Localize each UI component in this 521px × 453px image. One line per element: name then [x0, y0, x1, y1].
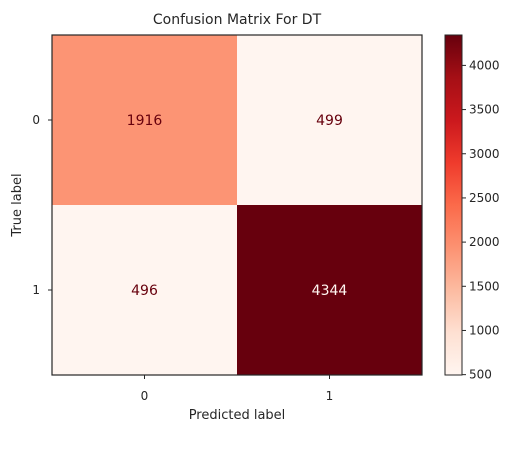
colorbar-tick-label: 3000: [469, 147, 500, 161]
cell-value-label: 4344: [312, 283, 348, 299]
matrix-cell: [237, 35, 422, 205]
y-axis-label: True label: [10, 173, 25, 237]
colorbar-tick-label: 1000: [469, 323, 500, 337]
plot-frame: [51, 34, 423, 376]
y-tick-label: 1: [32, 283, 40, 297]
y-tick-label: 0: [32, 113, 40, 127]
x-tick-label: 0: [141, 389, 149, 403]
cell-value-label: 499: [316, 113, 343, 129]
x-axis-label: Predicted label: [189, 408, 286, 423]
y-tick-labels: 01: [32, 113, 52, 297]
x-tick-label: 1: [326, 389, 334, 403]
cell-value-label: 1916: [127, 113, 163, 129]
colorbar: [444, 34, 463, 376]
matrix-cell: [52, 205, 237, 375]
colorbar-tick-label: 4000: [469, 58, 500, 72]
colorbar-tick-label: 2000: [469, 235, 500, 249]
matrix-cell: [52, 35, 237, 205]
colorbar-tick-labels: 500 1000 1500 2000 2500 3000 3500 4000: [462, 58, 500, 382]
chart-title: Confusion Matrix For DT: [153, 12, 322, 28]
cell-value-label: 496: [131, 283, 158, 299]
colorbar-tick-label: 2500: [469, 191, 500, 205]
matrix-cell-labels: 1916 499 496 4344: [127, 113, 348, 299]
colorbar-tick-label: 3500: [469, 103, 500, 117]
matrix-cells: [52, 35, 422, 375]
colorbar-tick-label: 500: [469, 368, 492, 382]
matrix-cell: [237, 205, 422, 375]
colorbar-tick-label: 1500: [469, 279, 500, 293]
